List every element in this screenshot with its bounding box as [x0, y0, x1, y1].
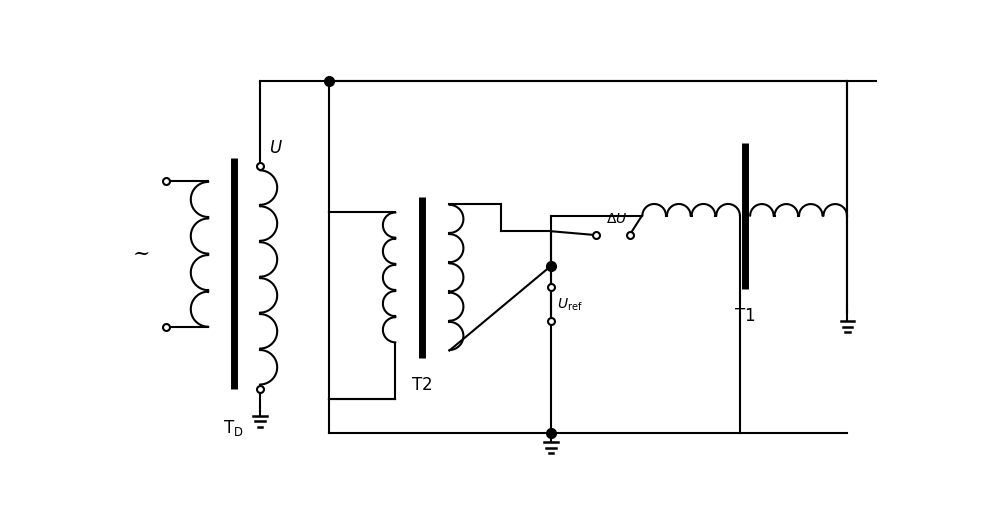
Text: ~: ~ [133, 245, 150, 264]
Text: $\mathrm{T_D}$: $\mathrm{T_D}$ [223, 418, 244, 438]
Text: $\mathrm{T1}$: $\mathrm{T1}$ [734, 307, 756, 325]
Text: $U$: $U$ [269, 139, 283, 156]
Text: $\mathrm{T2}$: $\mathrm{T2}$ [411, 376, 432, 394]
Text: $\Delta U$: $\Delta U$ [606, 212, 627, 226]
Text: $U_\mathrm{ref}$: $U_\mathrm{ref}$ [557, 297, 583, 313]
